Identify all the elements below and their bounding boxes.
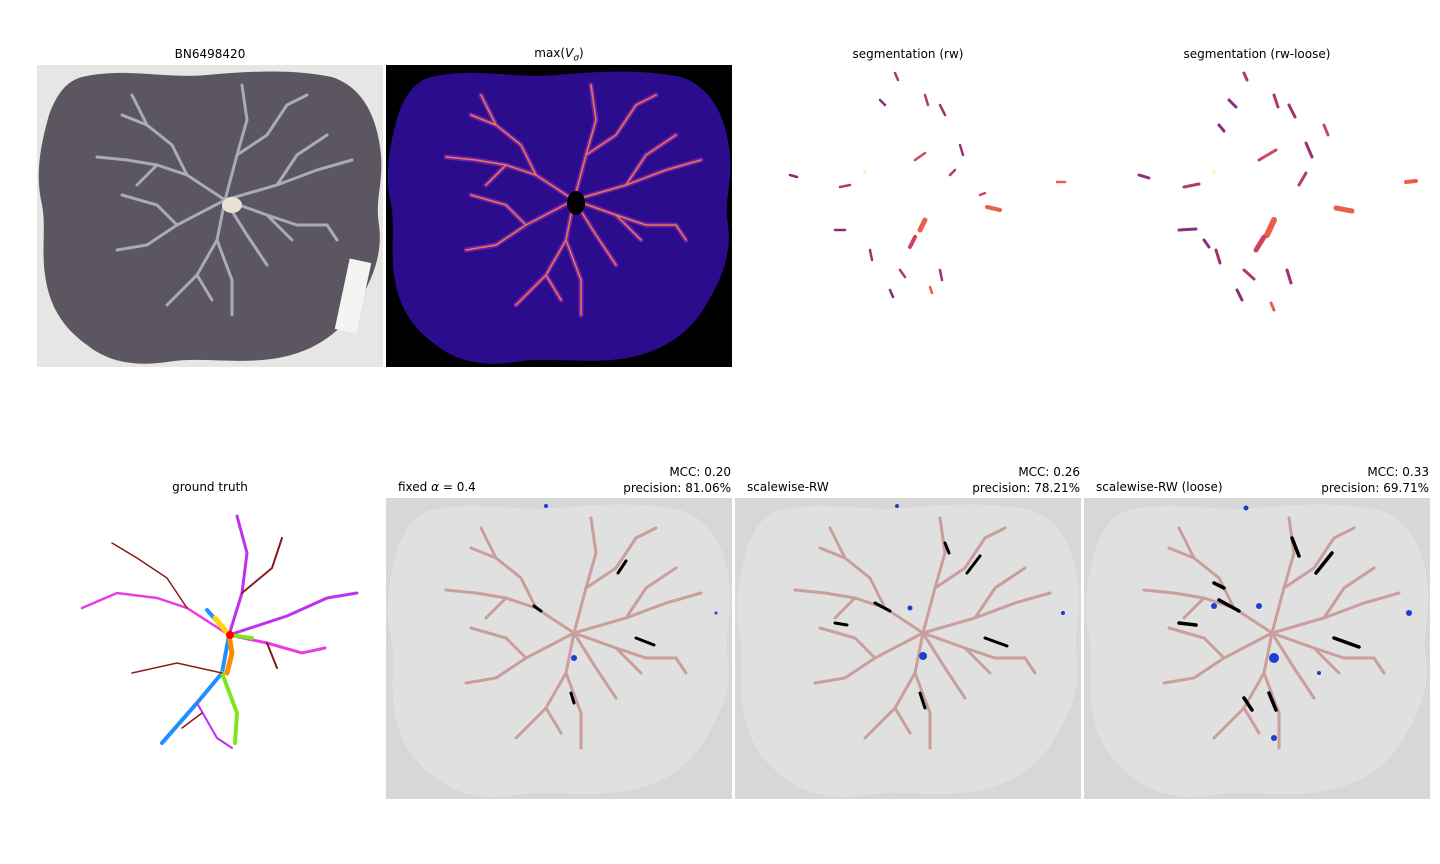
scalewise-loose-label: scalewise-RW (loose) — [1096, 480, 1223, 494]
photo-title: BN6498420 — [174, 47, 246, 61]
seg-rw-title: segmentation (rw) — [852, 47, 964, 61]
seg-rw-loose-title: segmentation (rw-loose) — [1183, 47, 1331, 61]
ground-truth-title: ground truth — [172, 480, 248, 494]
scalewise-comparison — [735, 498, 1081, 799]
segmentation-rw-loose — [1084, 65, 1430, 367]
placenta-photo — [37, 65, 383, 367]
fixed-alpha-label: fixed α = 0.4 — [398, 480, 476, 494]
scalewise-metrics: MCC: 0.26 precision: 78.21% — [972, 464, 1080, 496]
fixed-alpha-metrics: MCC: 0.20 precision: 81.06% — [623, 464, 731, 496]
fixed-alpha-mcc: MCC: 0.20 — [669, 465, 731, 479]
ground-truth-tree — [37, 498, 383, 800]
scalewise-label: scalewise-RW — [747, 480, 829, 494]
scalewise-loose-comparison — [1084, 498, 1430, 799]
vesselness-map — [386, 65, 732, 367]
vesselness-title: max(Vσ) — [534, 46, 584, 64]
scalewise-loose-mcc: MCC: 0.33 — [1367, 465, 1429, 479]
scalewise-mcc: MCC: 0.26 — [1018, 465, 1080, 479]
segmentation-rw — [735, 65, 1081, 367]
scalewise-loose-precision: precision: 69.71% — [1321, 481, 1429, 495]
scalewise-precision: precision: 78.21% — [972, 481, 1080, 495]
fixed-alpha-precision: precision: 81.06% — [623, 481, 731, 495]
scalewise-loose-metrics: MCC: 0.33 precision: 69.71% — [1321, 464, 1429, 496]
fixed-alpha-comparison — [386, 498, 732, 799]
